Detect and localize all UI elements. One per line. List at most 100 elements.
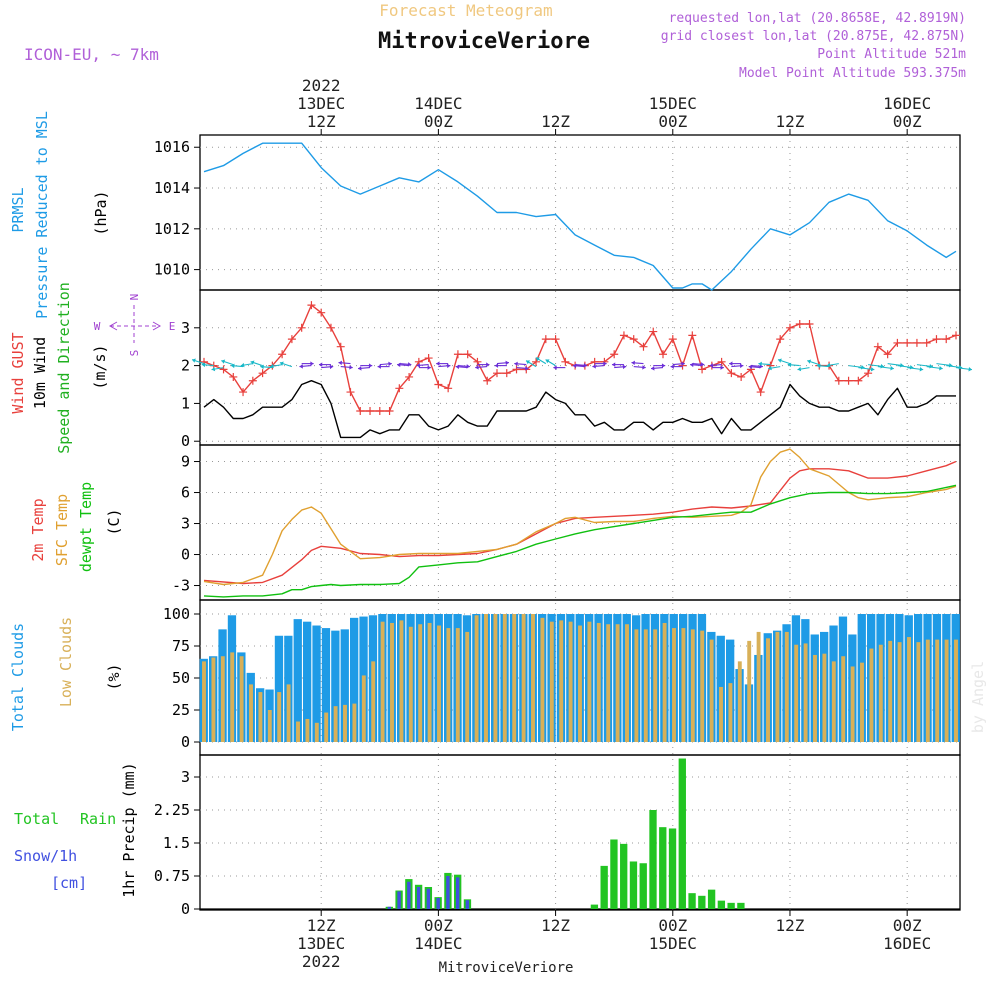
gust-marker xyxy=(278,350,287,359)
wind-arrow-head xyxy=(494,363,499,368)
low-cloud-bar xyxy=(935,639,940,742)
low-cloud-bar xyxy=(408,626,413,742)
wind-arrow-head xyxy=(890,365,894,371)
gust-markers xyxy=(200,301,960,415)
precip-panel-frame xyxy=(199,754,961,911)
gust-marker xyxy=(795,320,804,329)
low-cloud-bar xyxy=(474,615,479,742)
low-cloud-bar xyxy=(954,639,958,742)
wind-arrow-head xyxy=(192,358,196,363)
wind-arrow-head xyxy=(709,363,714,368)
low-cloud-bar xyxy=(728,683,733,742)
gust-marker xyxy=(834,376,843,385)
pressure-labels: PRMSL Pressure Reduced to MSL (hPa) xyxy=(9,111,110,319)
wind-arrow-head xyxy=(681,361,685,367)
gust-marker xyxy=(258,369,267,378)
wind-arrow-head xyxy=(768,365,772,371)
low-cloud-bar xyxy=(634,629,639,742)
x-tick-label-bottom: 12Z xyxy=(776,916,805,935)
gust-marker xyxy=(610,350,619,359)
low-cloud-bar xyxy=(578,625,582,742)
gust-marker xyxy=(239,388,248,397)
low-cloud-bar xyxy=(211,657,216,742)
gust-marker xyxy=(366,406,375,415)
low-cloud-bar xyxy=(333,706,338,742)
total-cloud-bar xyxy=(274,635,284,742)
gust-marker xyxy=(883,350,892,359)
wind-arrow-head xyxy=(201,362,206,368)
snow-bar xyxy=(446,876,450,909)
y-tick-label: 6 xyxy=(181,484,190,502)
low-cloud-bar xyxy=(465,631,470,742)
gust-marker xyxy=(532,357,541,366)
snow-bar xyxy=(416,887,421,909)
wind-arrow-head xyxy=(603,361,607,366)
precip-labels: Total Rain Snow/1h [cm] 1hr Precip (mm) xyxy=(14,762,138,897)
gust-marker xyxy=(873,342,882,351)
low-cloud-bar xyxy=(822,653,827,742)
gust-marker xyxy=(375,406,384,415)
y-tick-label: 1 xyxy=(181,394,190,412)
wind-arrow-head xyxy=(690,362,694,368)
low-cloud-bar xyxy=(944,639,949,742)
wind-arrow-head xyxy=(870,366,875,372)
gust-marker xyxy=(434,380,443,389)
wind-arrow-head xyxy=(592,364,596,369)
low-cloud-bar xyxy=(888,640,893,742)
wind-arrow-head xyxy=(572,363,577,369)
x-tick-label-bottom: 12Z xyxy=(307,916,336,935)
wind-arrow-head xyxy=(514,361,518,367)
low-cloud-bar xyxy=(305,718,310,742)
low-cloud-bar xyxy=(258,692,263,742)
y-tick-label: 75 xyxy=(172,637,190,655)
wind-direction-arrows xyxy=(191,357,973,372)
low-cloud-bar xyxy=(371,661,376,742)
gust-marker xyxy=(590,357,599,366)
snow-bar xyxy=(436,898,440,909)
wind-arrow-head xyxy=(416,363,421,368)
gust-marker xyxy=(492,369,501,378)
y-tick-label: 2.25 xyxy=(154,801,190,819)
gust-marker xyxy=(756,388,765,397)
total-label: Total xyxy=(14,810,59,828)
rain-bar xyxy=(737,902,745,909)
rain-bar xyxy=(620,843,628,909)
y-tick-label: 3 xyxy=(181,319,190,337)
low-cloud-bar xyxy=(277,692,282,742)
low-cloud-bar xyxy=(925,639,930,742)
wind-arrow-head xyxy=(748,364,753,370)
total-cloud-bar xyxy=(312,625,321,742)
low-cloud-bar xyxy=(766,638,770,742)
compass-w: W xyxy=(94,320,101,333)
compass-n: N xyxy=(128,294,141,301)
x-tick-label-top: 00Z xyxy=(424,112,453,131)
series-line-2m-temp xyxy=(203,460,957,585)
gust-marker xyxy=(952,331,960,340)
wind-panel-frame xyxy=(199,289,961,446)
x-tick-label-bottom: 00Z xyxy=(424,916,453,935)
wind-arrow-head xyxy=(525,366,529,371)
rain-bar xyxy=(649,810,657,909)
low-cloud-bar xyxy=(643,629,648,742)
gust-marker xyxy=(229,372,238,381)
rain-bar xyxy=(717,900,726,909)
x-tick-label-top: 12Z xyxy=(776,112,805,131)
wind-arrow-head xyxy=(427,365,431,370)
wind-arrow-head xyxy=(777,358,782,363)
low-cloud-bar xyxy=(841,656,846,742)
hpa-unit-label: (hPa) xyxy=(92,190,110,235)
low-cloud-bar xyxy=(286,684,291,742)
gust-marker xyxy=(512,365,521,374)
compass-arrow-e xyxy=(152,321,162,331)
y-tick-label: 9 xyxy=(181,453,190,471)
data-lines xyxy=(203,142,957,598)
gust-marker xyxy=(688,331,697,340)
y-tick-label: 25 xyxy=(172,701,190,719)
low-cloud-bar xyxy=(230,652,235,742)
gust-marker xyxy=(551,335,560,344)
gust-marker xyxy=(912,338,921,347)
footer-location: MitroviceVeriore xyxy=(439,960,574,976)
wind-arrow-head xyxy=(739,363,744,369)
cloud-labels: Total Clouds Low Clouds (%) xyxy=(9,617,123,731)
series-line-wind-gust xyxy=(203,304,957,412)
